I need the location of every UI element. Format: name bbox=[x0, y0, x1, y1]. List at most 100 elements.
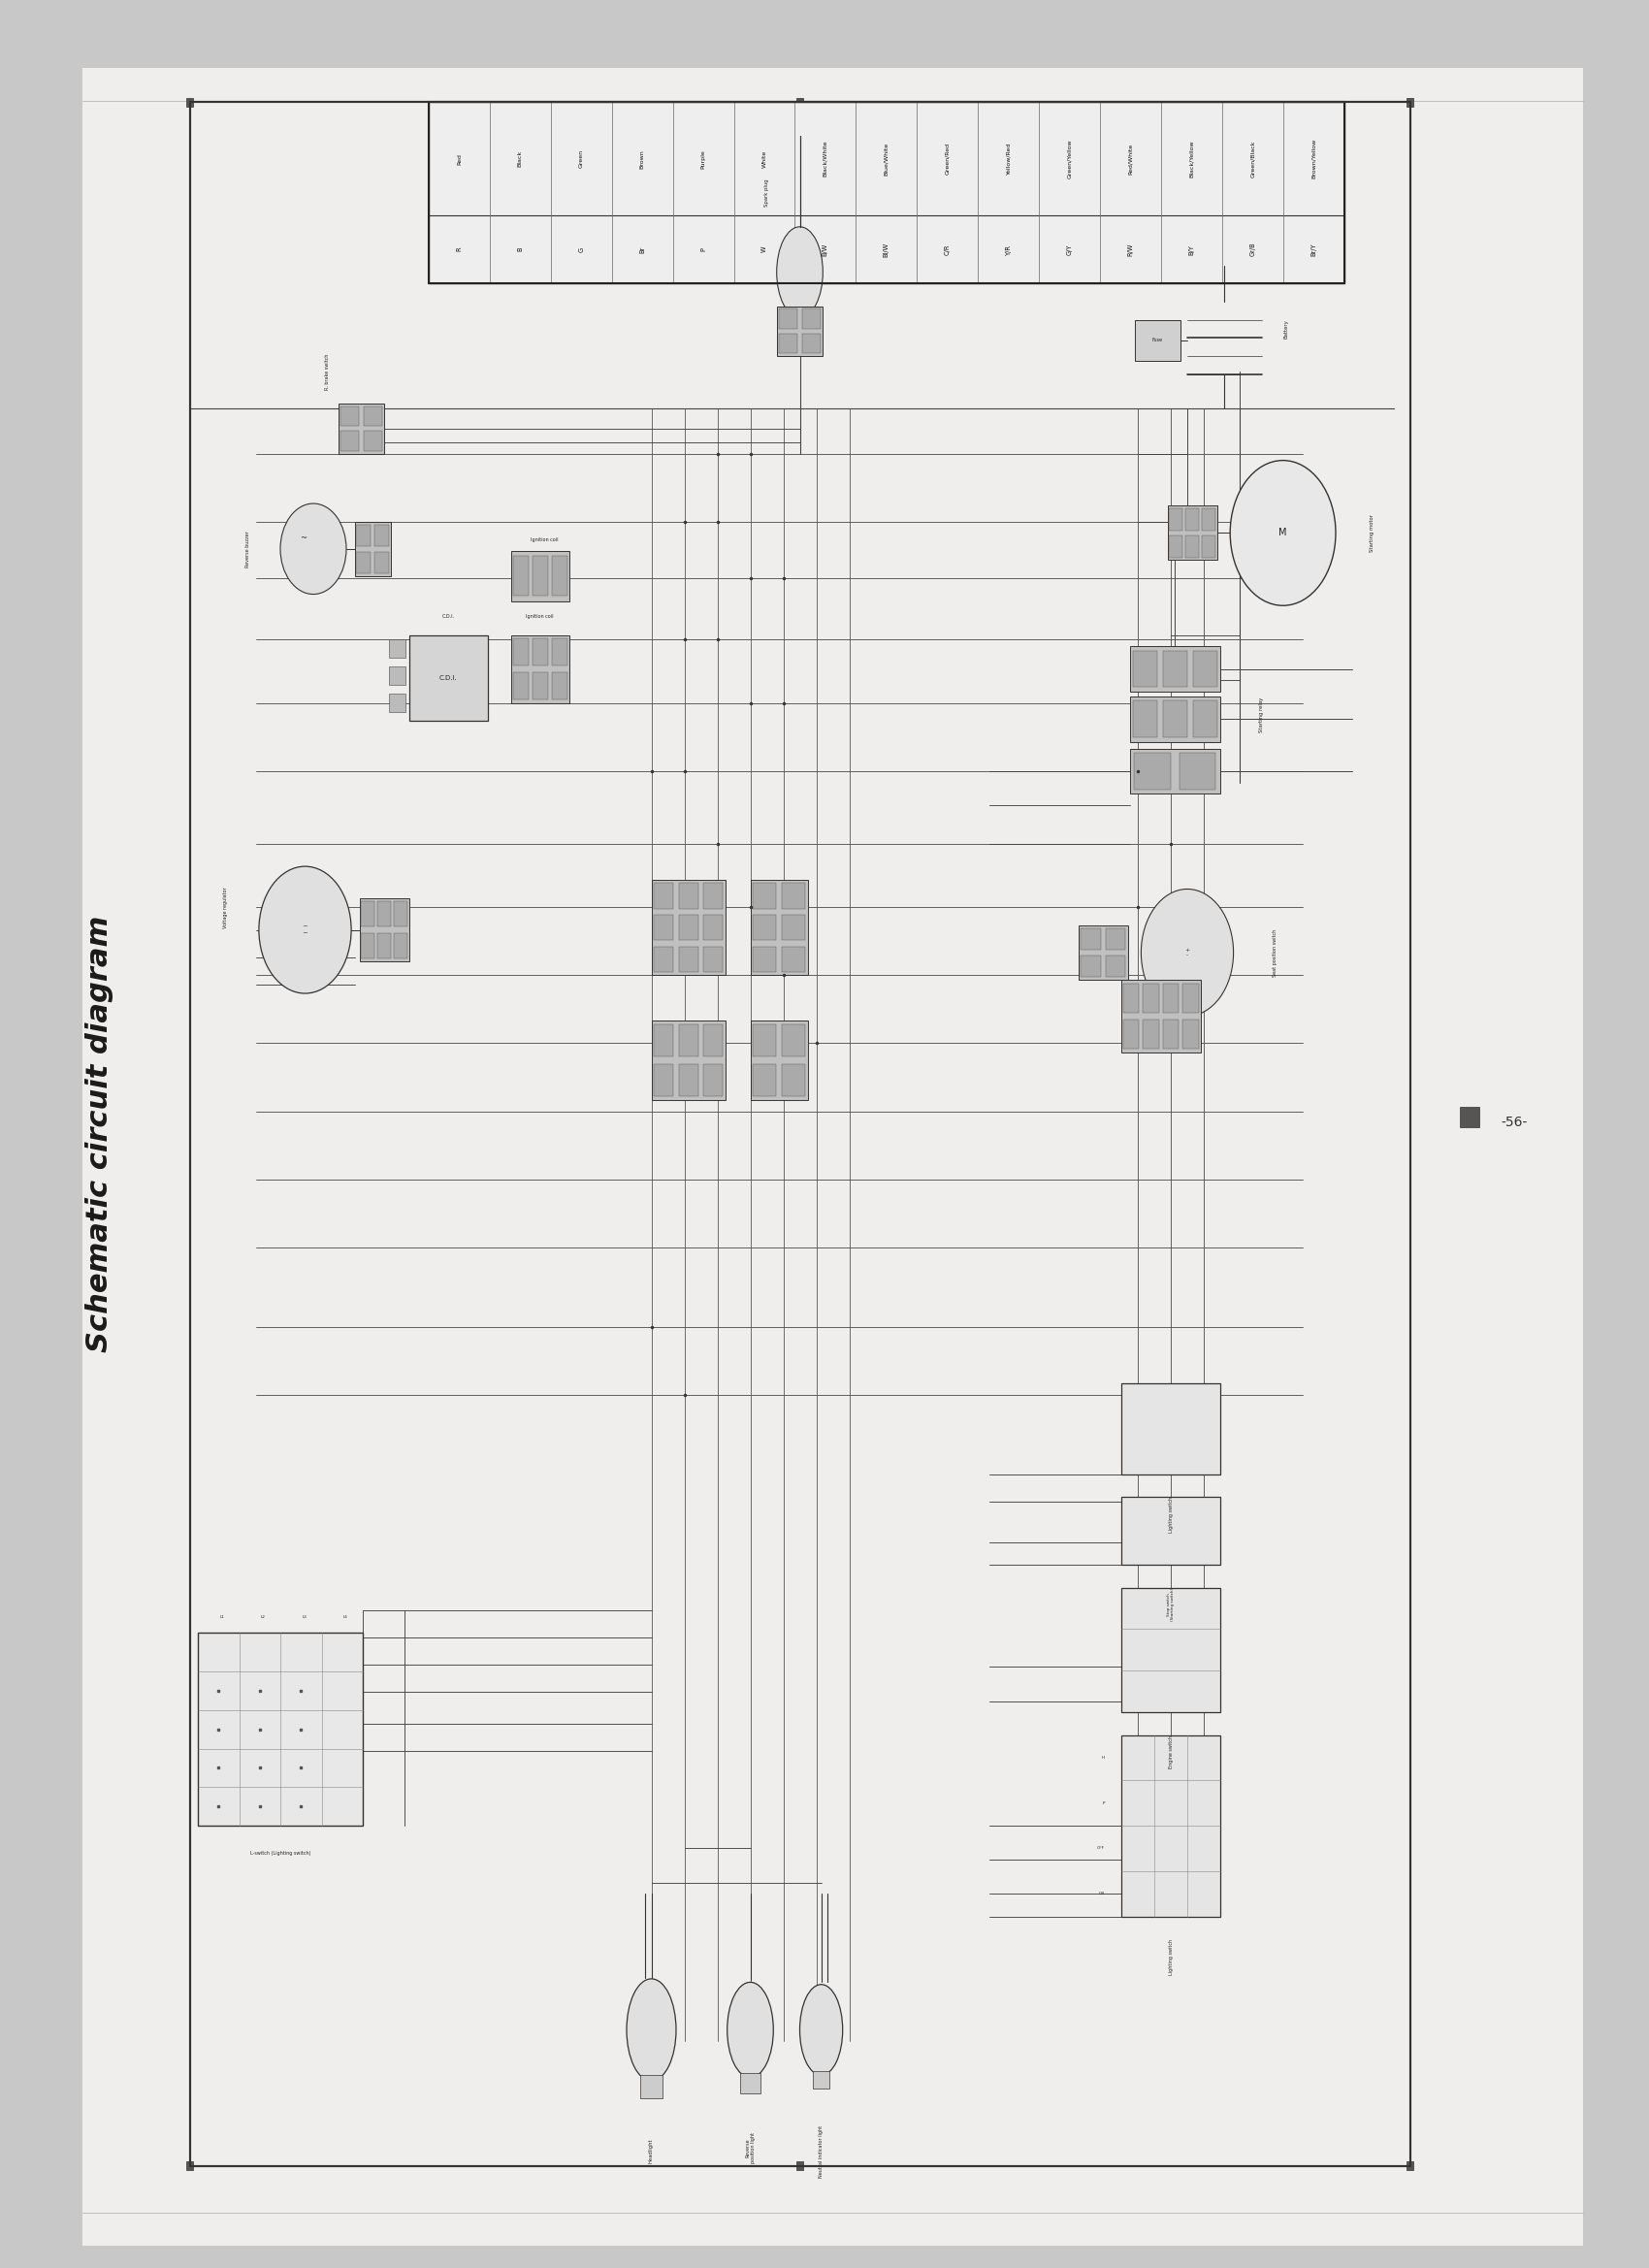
Bar bbox=[1459, 1107, 1479, 1127]
Bar bbox=[190, 102, 1410, 2166]
Bar bbox=[679, 1025, 699, 1057]
Text: C.D.I.: C.D.I. bbox=[439, 676, 458, 680]
Bar bbox=[394, 932, 407, 959]
Bar bbox=[1407, 98, 1413, 107]
Bar bbox=[782, 882, 805, 909]
Bar bbox=[1133, 701, 1158, 737]
Text: Red/White: Red/White bbox=[1128, 143, 1133, 175]
Bar bbox=[1143, 984, 1159, 1012]
Bar bbox=[796, 98, 803, 107]
Bar bbox=[551, 556, 567, 596]
Text: Schematic circuit diagram: Schematic circuit diagram bbox=[84, 916, 114, 1352]
Text: ~: ~ bbox=[300, 533, 307, 542]
Bar bbox=[1123, 1021, 1139, 1048]
Text: Blue/White: Blue/White bbox=[884, 143, 889, 175]
Text: Starting motor: Starting motor bbox=[1370, 515, 1374, 551]
Text: M: M bbox=[1280, 528, 1286, 538]
Bar bbox=[740, 2073, 760, 2093]
Bar bbox=[1169, 508, 1182, 531]
Bar bbox=[1080, 928, 1100, 950]
Bar bbox=[782, 946, 805, 973]
Bar bbox=[1163, 984, 1179, 1012]
Text: Spark plug: Spark plug bbox=[765, 179, 768, 206]
Bar bbox=[1186, 508, 1199, 531]
Text: Yellow/Red: Yellow/Red bbox=[1006, 143, 1011, 175]
Text: B/Y: B/Y bbox=[1189, 245, 1194, 254]
Bar bbox=[378, 932, 391, 959]
Bar bbox=[754, 1064, 777, 1095]
Text: L-switch (Lighting switch): L-switch (Lighting switch) bbox=[251, 1851, 310, 1855]
Bar bbox=[782, 1025, 805, 1057]
Text: Ignition coil: Ignition coil bbox=[526, 615, 554, 619]
Bar bbox=[186, 2161, 193, 2170]
Bar bbox=[777, 306, 823, 356]
Bar bbox=[702, 914, 722, 941]
Circle shape bbox=[1141, 889, 1233, 1016]
Bar bbox=[533, 640, 547, 667]
Bar bbox=[1123, 984, 1139, 1012]
Bar bbox=[778, 308, 798, 329]
Bar bbox=[1169, 535, 1182, 558]
Bar bbox=[1133, 651, 1158, 687]
Bar bbox=[1121, 1383, 1220, 1474]
Bar bbox=[361, 932, 374, 959]
Bar bbox=[363, 431, 383, 451]
Text: Seat position switch: Seat position switch bbox=[1273, 928, 1276, 978]
Bar bbox=[186, 98, 193, 107]
Text: Black: Black bbox=[518, 150, 523, 168]
Bar bbox=[801, 333, 821, 354]
Text: Br/Y: Br/Y bbox=[1311, 243, 1316, 256]
Text: Black/White: Black/White bbox=[823, 141, 828, 177]
Bar bbox=[1130, 646, 1220, 692]
Bar bbox=[1182, 1021, 1199, 1048]
Bar bbox=[782, 1064, 805, 1095]
Bar bbox=[1121, 1735, 1220, 1916]
Bar bbox=[1182, 984, 1199, 1012]
Bar bbox=[796, 2161, 803, 2170]
Text: R/W: R/W bbox=[1128, 243, 1133, 256]
Bar bbox=[778, 333, 798, 354]
Bar bbox=[750, 880, 808, 975]
Bar bbox=[801, 308, 821, 329]
Text: Bl/W: Bl/W bbox=[884, 243, 889, 256]
Ellipse shape bbox=[627, 1978, 676, 2082]
Text: Fuse: Fuse bbox=[1153, 338, 1163, 342]
Bar bbox=[361, 900, 374, 928]
Bar bbox=[1163, 651, 1187, 687]
Bar bbox=[702, 1025, 722, 1057]
Text: Lighting switch: Lighting switch bbox=[1169, 1939, 1172, 1975]
Bar bbox=[679, 914, 699, 941]
Bar bbox=[653, 914, 673, 941]
Bar bbox=[653, 946, 673, 973]
Bar bbox=[679, 1064, 699, 1095]
Bar bbox=[513, 674, 528, 701]
Bar bbox=[389, 694, 406, 712]
Bar bbox=[782, 914, 805, 941]
Bar bbox=[409, 635, 488, 721]
Text: C/R: C/R bbox=[945, 245, 950, 254]
Text: B: B bbox=[518, 247, 523, 252]
Text: L3: L3 bbox=[302, 1615, 307, 1619]
Text: ON: ON bbox=[1098, 1892, 1105, 1896]
Bar bbox=[389, 667, 406, 685]
Bar bbox=[1192, 651, 1217, 687]
Bar bbox=[1167, 506, 1217, 560]
Bar bbox=[374, 524, 389, 547]
Bar bbox=[702, 946, 722, 973]
Text: R. brake switch: R. brake switch bbox=[325, 354, 330, 390]
Bar bbox=[640, 2075, 663, 2098]
Bar bbox=[356, 524, 371, 547]
Bar bbox=[813, 2071, 829, 2089]
Bar bbox=[511, 635, 569, 703]
Bar bbox=[1121, 1497, 1220, 1565]
Text: L1: L1 bbox=[219, 1615, 224, 1619]
Ellipse shape bbox=[727, 1982, 773, 2077]
Bar bbox=[513, 556, 528, 596]
Bar bbox=[533, 674, 547, 701]
Bar bbox=[1105, 928, 1125, 950]
Text: Battery: Battery bbox=[1285, 320, 1288, 338]
Bar bbox=[754, 882, 777, 909]
Text: Ignition coil: Ignition coil bbox=[531, 538, 557, 542]
Ellipse shape bbox=[777, 227, 823, 318]
Bar bbox=[389, 640, 406, 658]
